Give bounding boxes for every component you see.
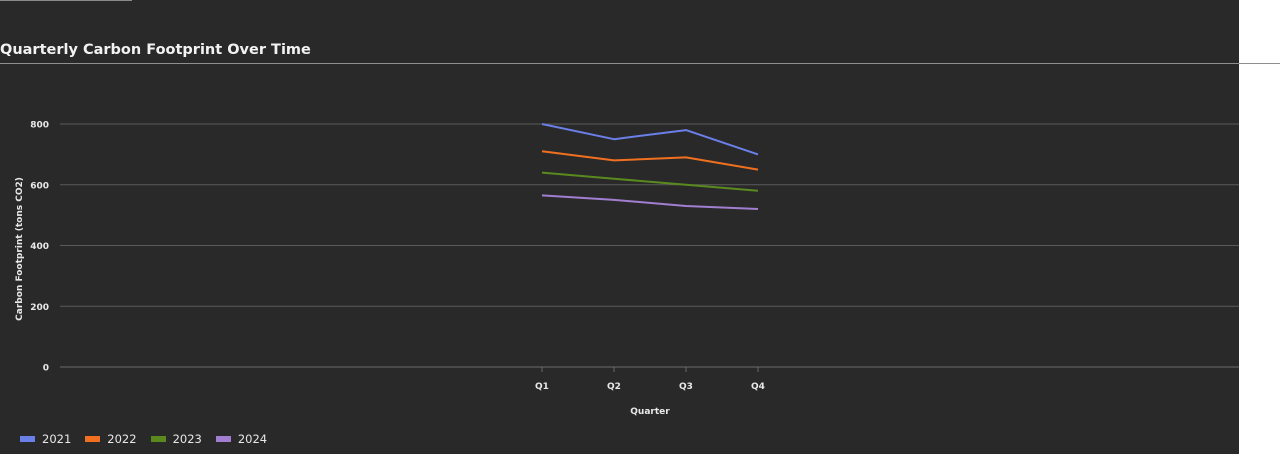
y-axis-ticks: 0 200 400 600 800 — [30, 121, 49, 374]
y-tick-label: 400 — [30, 242, 49, 252]
grid-lines — [60, 123, 1239, 368]
legend-swatch — [85, 436, 101, 442]
series-line-2021 — [541, 123, 759, 156]
line-chart: 0 200 400 600 800 Q1 Q2 Q3 Q4 Carbon Footprint … — [15, 121, 1239, 417]
y-tick-label: 600 — [30, 181, 49, 191]
x-tick-label: Q4 — [751, 382, 765, 392]
legend-label: 2022 — [107, 432, 137, 446]
y-tick-label: 800 — [30, 121, 49, 131]
x-axis-label: Quarter — [630, 407, 670, 417]
series-line-2024 — [541, 194, 759, 210]
x-tick-label: Q1 — [535, 382, 549, 392]
legend-swatch — [150, 436, 166, 442]
legend-label: 2024 — [237, 432, 268, 446]
y-axis-label: Carbon Footprint (tons CO2) — [15, 177, 25, 321]
series-line-2023 — [541, 171, 759, 192]
legend-swatch — [215, 436, 231, 442]
x-axis-ticks: Q1 Q2 Q3 Q4 — [535, 367, 765, 392]
chart-title: Quarterly Carbon Footprint Over Time — [0, 42, 311, 58]
legend-label: 2023 — [172, 432, 202, 446]
series-lines — [541, 123, 759, 210]
legend-label: 2021 — [42, 432, 72, 446]
series-line-2022 — [541, 150, 759, 171]
y-tick-label: 0 — [43, 364, 49, 374]
legend-swatch — [20, 436, 35, 442]
legend: 2021 2022 2023 2024 — [20, 431, 267, 447]
chart-panel: Quarterly Carbon Footprint Over Time — [0, 0, 1239, 454]
legend-item-2022[interactable]: 2022 — [85, 432, 137, 446]
x-tick-label: Q2 — [607, 382, 621, 392]
y-tick-label: 200 — [30, 303, 49, 313]
title-divider — [0, 63, 1280, 64]
legend-item-2021[interactable]: 2021 — [20, 432, 71, 446]
tab-underline — [0, 0, 132, 1]
legend-item-2024[interactable]: 2024 — [215, 432, 268, 446]
legend-item-2023[interactable]: 2023 — [150, 432, 202, 446]
x-tick-label: Q3 — [679, 382, 693, 392]
